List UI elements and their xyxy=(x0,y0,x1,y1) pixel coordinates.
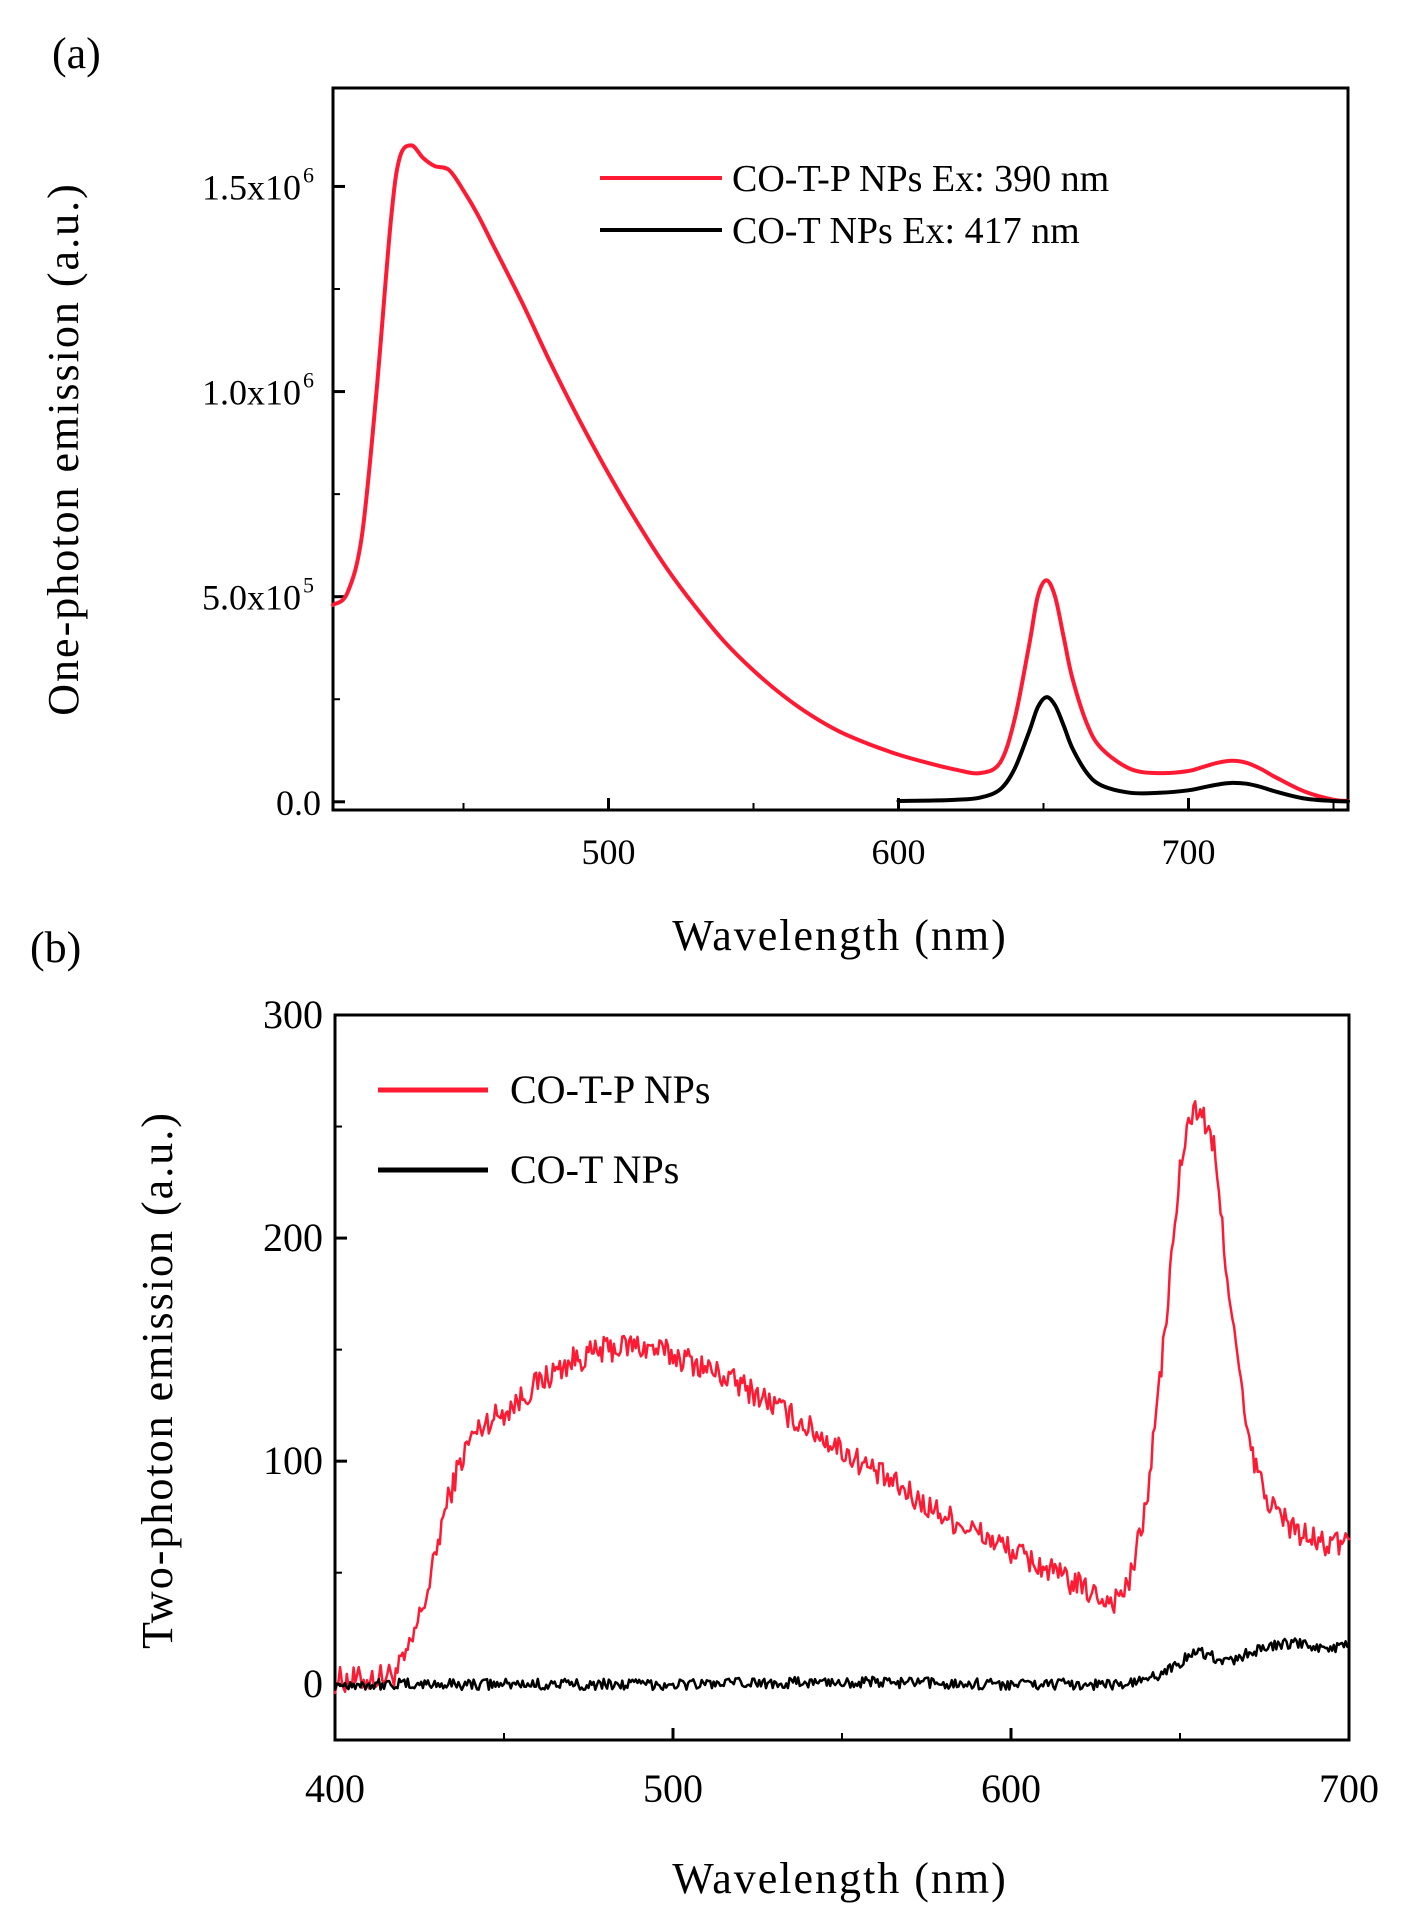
panel-a-y-ticks: 0.05.0x10 51.0x10 61.5x10 6 xyxy=(202,162,345,823)
panel-a-legend-label-1: CO-T NPs Ex: 417 nm xyxy=(732,210,1080,252)
panel-b-y-ticks: 0 100 200 300 xyxy=(263,992,347,1706)
panel-a-y-tick-label-0: 0.0 xyxy=(276,783,321,823)
panel-a-x-axis-label: Wavelength (nm) xyxy=(672,911,1008,960)
panel-b-y-axis-label: Two-photon emission (a.u.) xyxy=(133,1111,182,1649)
panel-b-y-tick-label-2: 200 xyxy=(263,1215,323,1260)
panel-b-series-line-0 xyxy=(333,1100,1351,1695)
panel-b-x-tick-label-0: 400 xyxy=(305,1766,365,1811)
panel-a-x-tick-label-1: 600 xyxy=(872,832,926,872)
panel-b-legend-label-1: CO-T NPs xyxy=(510,1147,679,1192)
panel-b-y-tick-label-1: 100 xyxy=(263,1438,323,1483)
panel-b-series xyxy=(333,1100,1351,1695)
panel-a-y-tick-label-1: 5.0x10 xyxy=(202,578,301,618)
panel-a-x-tick-label-2: 700 xyxy=(1162,832,1216,872)
panel-a-x-ticks: 500 600 700 xyxy=(462,798,1335,872)
panel-b-y-tick-label-3: 300 xyxy=(263,992,323,1037)
panel-b-label: (b) xyxy=(30,923,81,972)
panel-b-x-axis-label: Wavelength (nm) xyxy=(672,1854,1008,1903)
panel-a-y-tick-label-2: 1.0x10 xyxy=(202,373,301,413)
panel-a-x-tick-label-0: 500 xyxy=(582,832,636,872)
panel-a-series xyxy=(331,143,1350,804)
panel-b-legend-label-0: CO-T-P NPs xyxy=(510,1067,710,1112)
panel-b-x-tick-label-2: 600 xyxy=(981,1766,1041,1811)
panel-b-legend: CO-T-P NPs CO-T NPs xyxy=(378,1067,710,1192)
panel-a-legend-label-0: CO-T-P NPs Ex: 390 nm xyxy=(732,158,1109,200)
panel-b-x-tick-label-3: 700 xyxy=(1319,1766,1379,1811)
panel-b-x-ticks: 400 500 600 700 xyxy=(305,1728,1379,1811)
panel-a-frame xyxy=(331,86,1350,812)
panel-a-label: (a) xyxy=(52,29,101,78)
panel-a-y-tick-label-3: 1.5x10 xyxy=(202,167,301,207)
panel-a-series-line-1 xyxy=(896,695,1350,804)
panel-a-legend: CO-T-P NPs Ex: 390 nm CO-T NPs Ex: 417 n… xyxy=(600,158,1109,252)
panel-a-y-axis-label: One-photon emission (a.u.) xyxy=(39,182,88,715)
panel-a-series-line-0 xyxy=(331,143,1350,803)
panel-b-frame xyxy=(333,1013,1351,1742)
panel-b-y-tick-label-0: 0 xyxy=(303,1661,323,1706)
panel-b-series-line-1 xyxy=(333,1637,1351,1692)
panel-a-y-tick-exp-1: 5 xyxy=(303,573,314,598)
panel-a: (a) 0.05.0x10 51.0x10 61.5x10 6 500 600 700 W… xyxy=(39,29,1350,960)
panel-a-y-tick-exp-3: 6 xyxy=(303,162,314,187)
panel-b: (b) 0 100 200 300 400 500 600 700 Wavelength (… xyxy=(30,923,1379,1903)
panel-b-x-tick-label-1: 500 xyxy=(643,1766,703,1811)
panel-a-y-tick-exp-2: 6 xyxy=(303,368,314,393)
